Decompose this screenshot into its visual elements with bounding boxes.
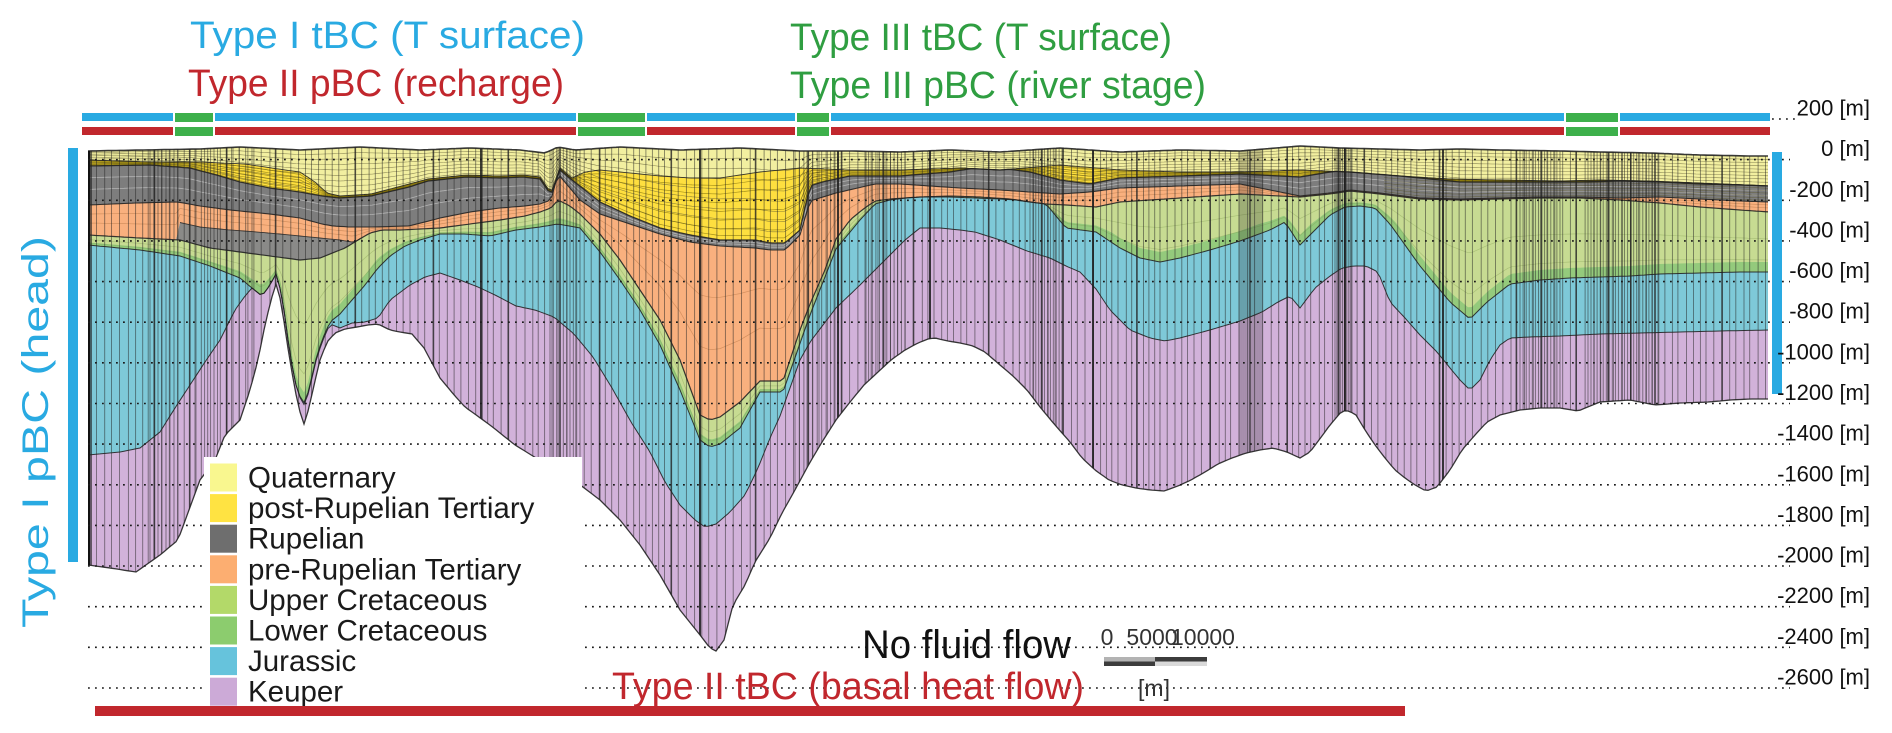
svg-text:Type III pBC (river stage): Type III pBC (river stage): [790, 65, 1206, 107]
svg-text:-1400 [m]: -1400 [m]: [1777, 421, 1870, 446]
svg-text:0 [m]: 0 [m]: [1821, 136, 1870, 161]
svg-text:Lower Cretaceous: Lower Cretaceous: [248, 615, 487, 648]
svg-text:Type I pBC (head): Type I pBC (head): [15, 236, 56, 628]
svg-text:[m]: [m]: [1138, 675, 1170, 701]
svg-text:-600 [m]: -600 [m]: [1789, 258, 1870, 283]
svg-text:10000: 10000: [1171, 624, 1235, 650]
svg-text:-200 [m]: -200 [m]: [1789, 177, 1870, 202]
svg-text:Type I tBC (T surface): Type I tBC (T surface): [190, 15, 585, 57]
svg-text:Type III tBC (T surface): Type III tBC (T surface): [790, 17, 1172, 59]
svg-text:-2600 [m]: -2600 [m]: [1777, 665, 1870, 690]
svg-text:-1800 [m]: -1800 [m]: [1777, 502, 1870, 527]
svg-text:Keuper: Keuper: [248, 676, 343, 709]
svg-text:-2400 [m]: -2400 [m]: [1777, 624, 1870, 649]
svg-text:-1600 [m]: -1600 [m]: [1777, 461, 1870, 486]
svg-text:200 [m]: 200 [m]: [1797, 96, 1870, 121]
svg-text:Jurassic: Jurassic: [248, 645, 356, 678]
svg-text:-1200 [m]: -1200 [m]: [1777, 380, 1870, 405]
svg-text:No fluid flow: No fluid flow: [862, 623, 1071, 667]
svg-text:Upper Cretaceous: Upper Cretaceous: [248, 584, 487, 617]
svg-text:5000: 5000: [1126, 624, 1177, 650]
svg-text:Type II tBC (basal heat flow): Type II tBC (basal heat flow): [612, 666, 1084, 708]
svg-text:Type II pBC (recharge): Type II pBC (recharge): [188, 63, 564, 105]
svg-text:-800 [m]: -800 [m]: [1789, 299, 1870, 324]
svg-text:-2000 [m]: -2000 [m]: [1777, 543, 1870, 568]
svg-text:pre-Rupelian Tertiary: pre-Rupelian Tertiary: [248, 553, 522, 586]
svg-text:-1000 [m]: -1000 [m]: [1777, 339, 1870, 364]
svg-text:-400 [m]: -400 [m]: [1789, 217, 1870, 242]
svg-text:-2200 [m]: -2200 [m]: [1777, 583, 1870, 608]
svg-text:Quaternary: Quaternary: [248, 462, 396, 495]
svg-text:post-Rupelian Tertiary: post-Rupelian Tertiary: [248, 492, 535, 525]
svg-text:Rupelian: Rupelian: [248, 523, 364, 556]
svg-text:0: 0: [1101, 624, 1114, 650]
